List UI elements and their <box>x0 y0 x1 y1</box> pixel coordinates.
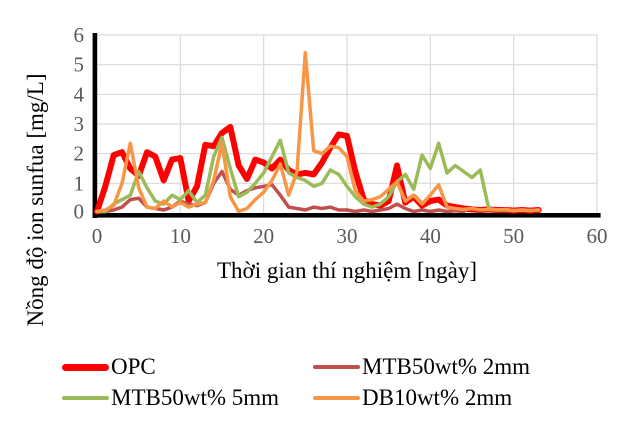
y-tick-label: 6 <box>74 23 85 47</box>
legend-item-mtb50-5mm: MTB50wt% 5mm <box>62 385 313 411</box>
legend-label-mtb50-5mm: MTB50wt% 5mm <box>111 385 280 410</box>
series-line-mtb50wt-2mm <box>95 169 466 214</box>
legend-label-db10-2mm: DB10wt% 2mm <box>362 385 513 410</box>
x-tick-label: 0 <box>92 224 103 248</box>
legend-row: OPC MTB50wt% 2mm <box>62 354 637 380</box>
legend-swatch-opc <box>62 363 109 371</box>
legend-swatch-mtb50-5mm <box>62 396 109 400</box>
legend-swatch-db10-2mm <box>313 396 360 400</box>
axes <box>92 33 601 218</box>
x-tick-label: 60 <box>586 224 607 248</box>
legend-item-db10-2mm: DB10wt% 2mm <box>313 385 512 411</box>
legend-label-mtb50-2mm: MTB50wt% 2mm <box>362 354 531 379</box>
gridlines <box>97 34 598 213</box>
y-tick-label: 5 <box>74 53 85 77</box>
y-tick-label: 3 <box>74 112 85 136</box>
series-line-opc <box>94 124 542 215</box>
legend-item-mtb50-2mm: MTB50wt% 2mm <box>313 354 530 380</box>
x-axis-label: Thời gian thí nghiệm [ngày] <box>217 258 477 283</box>
legend-label-opc: OPC <box>111 354 156 379</box>
series-line-mtb50wt-5mm <box>95 135 541 214</box>
legend-item-opc: OPC <box>62 354 313 380</box>
x-tick-label: 40 <box>420 224 441 248</box>
y-tick-label: 0 <box>74 200 85 224</box>
series-line-db10wt-2mm <box>95 51 541 214</box>
legend-swatch-mtb50-2mm <box>313 365 360 369</box>
y-tick-label: 4 <box>74 82 85 106</box>
x-tick-label: 30 <box>336 224 357 248</box>
y-tick-label: 1 <box>74 171 85 195</box>
x-tick-label: 50 <box>503 224 524 248</box>
legend-row: MTB50wt% 5mm DB10wt% 2mm <box>62 385 637 411</box>
y-tick-label: 2 <box>74 142 85 166</box>
x-tick-label: 20 <box>253 224 274 248</box>
x-tick-label: 10 <box>170 224 191 248</box>
